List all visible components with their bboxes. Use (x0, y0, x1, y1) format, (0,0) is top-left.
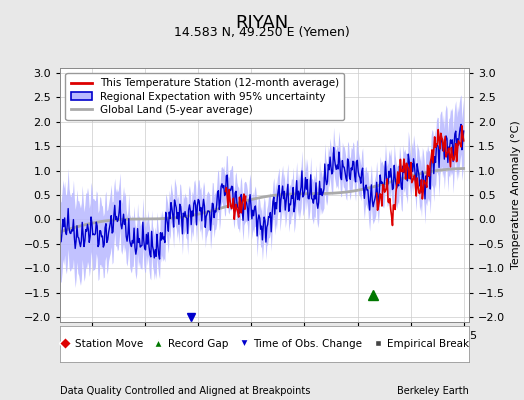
Text: RIYAN: RIYAN (235, 14, 289, 32)
Legend: Station Move, Record Gap, Time of Obs. Change, Empirical Break: Station Move, Record Gap, Time of Obs. C… (57, 336, 473, 352)
Text: 14.583 N, 49.250 E (Yemen): 14.583 N, 49.250 E (Yemen) (174, 26, 350, 39)
Y-axis label: Temperature Anomaly (°C): Temperature Anomaly (°C) (511, 121, 521, 269)
Text: Data Quality Controlled and Aligned at Breakpoints: Data Quality Controlled and Aligned at B… (60, 386, 311, 396)
Legend: This Temperature Station (12-month average), Regional Expectation with 95% uncer: This Temperature Station (12-month avera… (66, 73, 344, 120)
Text: Berkeley Earth: Berkeley Earth (397, 386, 469, 396)
